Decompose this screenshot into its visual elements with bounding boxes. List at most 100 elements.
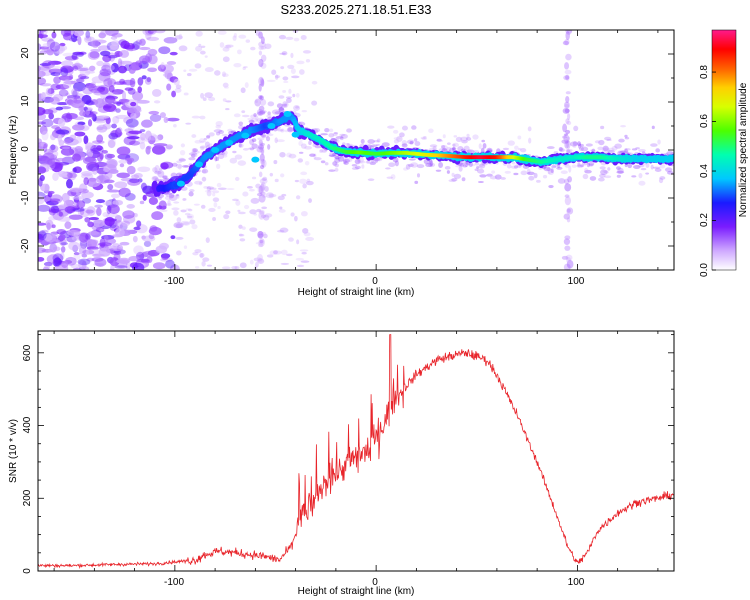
noise-blob	[103, 105, 112, 109]
noise-blob	[306, 178, 311, 183]
noise-blob	[154, 178, 160, 182]
noise-blob	[100, 30, 111, 36]
noise-blob	[602, 145, 609, 152]
noise-blob	[258, 171, 263, 178]
noise-blob	[187, 215, 193, 218]
noise-blob	[90, 112, 96, 120]
noise-blob	[275, 75, 281, 78]
noise-blob	[259, 165, 265, 170]
noise-blob	[298, 151, 304, 154]
noise-blob	[438, 162, 444, 168]
noise-blob	[38, 177, 43, 187]
noise-blob	[481, 139, 486, 143]
noise-blob	[245, 39, 251, 43]
noise-blob	[565, 53, 572, 61]
noise-blob	[388, 162, 396, 168]
noise-blob	[38, 43, 42, 51]
noise-blob	[138, 46, 151, 51]
noise-blob	[165, 144, 173, 150]
noise-blob	[640, 167, 647, 171]
noise-blob	[281, 193, 287, 197]
noise-blob	[357, 160, 366, 164]
noise-blob	[562, 107, 570, 114]
noise-blob	[183, 69, 187, 72]
noise-blob	[173, 222, 184, 229]
noise-blob	[599, 173, 606, 178]
noise-blob	[654, 168, 662, 172]
noise-blob	[324, 127, 330, 133]
noise-blob	[261, 134, 266, 138]
noise-blob	[232, 150, 237, 154]
noise-blob	[247, 147, 256, 150]
noise-blob	[267, 111, 271, 116]
noise-blob	[566, 120, 572, 126]
noise-blob	[513, 165, 518, 169]
noise-blob	[38, 77, 47, 85]
noise-blob	[154, 165, 160, 174]
noise-blob	[38, 247, 46, 254]
noise-blob	[566, 149, 571, 154]
noise-blob	[217, 205, 221, 210]
noise-blob	[565, 118, 570, 125]
noise-blob	[598, 139, 605, 146]
noise-blob	[112, 116, 120, 124]
noise-blob	[652, 166, 661, 169]
noise-blob	[577, 141, 582, 147]
noise-blob	[480, 147, 485, 154]
noise-blob	[624, 148, 629, 154]
colorbar-tick-label: 0.2	[699, 213, 710, 227]
noise-blob	[238, 124, 244, 130]
noise-blob	[351, 167, 360, 170]
noise-blob	[260, 62, 267, 69]
noise-blob	[645, 172, 650, 175]
noise-blob	[100, 50, 111, 57]
noise-blob	[153, 100, 161, 104]
noise-blob	[262, 176, 268, 182]
noise-blob	[164, 195, 172, 201]
noise-blob	[194, 140, 202, 144]
noise-blob	[260, 191, 266, 196]
noise-blob	[49, 96, 60, 105]
noise-blob	[72, 124, 85, 131]
noise-blob	[357, 158, 361, 163]
noise-blob	[56, 102, 69, 106]
noise-blob	[129, 178, 140, 184]
noise-blob	[564, 178, 570, 185]
noise-blob	[461, 140, 468, 144]
noise-blob	[209, 143, 213, 146]
noise-blob	[118, 159, 128, 164]
noise-blob	[280, 128, 285, 133]
noise-blob	[204, 141, 210, 147]
noise-blob	[150, 30, 157, 33]
noise-blob	[312, 143, 317, 147]
noise-blob	[401, 125, 408, 131]
noise-blob	[659, 176, 666, 180]
top-x-tick-label: 100	[568, 276, 585, 287]
noise-blob	[566, 259, 574, 269]
noise-blob	[233, 113, 241, 118]
noise-blob	[222, 56, 230, 63]
noise-blob	[57, 216, 71, 222]
noise-blob	[286, 97, 292, 104]
noise-blob	[273, 159, 278, 165]
noise-blob	[59, 42, 66, 47]
noise-blob	[191, 115, 201, 119]
noise-blob	[108, 84, 115, 93]
noise-blob	[301, 251, 307, 255]
noise-blob	[137, 86, 142, 94]
noise-blob	[211, 190, 220, 194]
noise-blob	[39, 30, 44, 39]
noise-blob	[62, 146, 71, 150]
noise-blob	[104, 216, 115, 227]
noise-blob	[199, 115, 206, 120]
noise-blob	[373, 157, 381, 162]
noise-blob	[171, 207, 180, 211]
noise-blob	[565, 30, 573, 35]
noise-blob	[85, 100, 95, 106]
noise-blob	[631, 148, 638, 151]
noise-blob	[104, 238, 117, 245]
noise-blob	[249, 259, 254, 265]
noise-blob	[455, 165, 463, 168]
noise-blob	[85, 233, 91, 241]
noise-blob	[476, 168, 485, 174]
